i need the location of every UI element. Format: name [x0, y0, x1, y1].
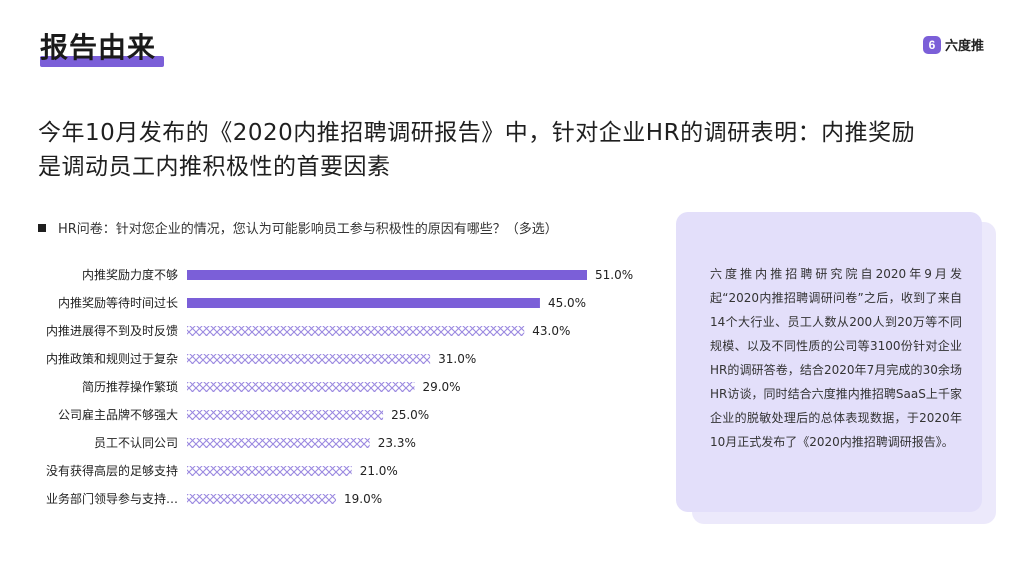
value-label: 51.0%	[595, 268, 633, 282]
title-block: 报告由来	[40, 28, 164, 68]
bar	[187, 494, 337, 504]
value-label: 43.0%	[532, 324, 570, 338]
category-label: 内推奖励力度不够	[82, 267, 178, 282]
value-label: 25.0%	[391, 408, 429, 422]
headline-line-2: 是调动员工内推积极性的首要因素	[38, 154, 391, 180]
category-label: 内推进展得不到及时反馈	[46, 323, 178, 338]
category-label: 内推奖励等待时间过长	[58, 296, 178, 310]
bullet-square-icon	[38, 223, 46, 232]
title-underline	[40, 56, 164, 67]
logo-icon: 6	[922, 35, 941, 54]
value-label: 31.0%	[438, 352, 476, 366]
page-title: 报告由来	[40, 31, 157, 64]
value-label: 21.0%	[360, 464, 398, 478]
bar	[187, 438, 370, 448]
bar	[187, 466, 352, 476]
value-label: 19.0%	[344, 492, 382, 506]
bar	[187, 326, 525, 336]
value-label: 45.0%	[548, 296, 586, 310]
logo-text: 六度推	[944, 39, 984, 54]
category-label: 业务部门领导参与支持…	[46, 491, 178, 506]
survey-question-text: HR问卷：针对您企业的情况，您认为可能影响员工参与积极性的原因有哪些？（多选）	[58, 222, 558, 237]
category-label: 员工不认同公司	[94, 436, 178, 450]
bar-chart: 内推奖励力度不够 51.0% 内推奖励等待时间过长 45.0% 内推进展得不到及时反馈 4…	[46, 267, 633, 506]
value-label: 23.3%	[378, 436, 416, 450]
headline-line-1: 今年10月发布的《2020内推招聘调研报告》中，针对企业HR的调研表明：内推奖励	[38, 120, 916, 146]
info-card-text: 六度推内推招聘研究院自2020年9月发起“2020内推招聘调研问卷”之后，收到了…	[710, 267, 962, 449]
bar	[187, 298, 540, 308]
headline: 今年10月发布的《2020内推招聘调研报告》中，针对企业HR的调研表明：内推奖励…	[38, 116, 998, 184]
category-label: 简历推荐操作繁琐	[82, 379, 178, 394]
value-label: 29.0%	[422, 380, 460, 394]
brand-logo: 6 六度推	[922, 35, 984, 54]
bar	[187, 270, 587, 280]
info-card	[676, 212, 982, 512]
bar	[187, 382, 415, 392]
category-label: 公司雇主品牌不够强大	[58, 407, 178, 422]
bar	[187, 354, 431, 364]
category-label: 内推政策和规则过于复杂	[46, 351, 178, 366]
survey-question: HR问卷：针对您企业的情况，您认为可能影响员工参与积极性的原因有哪些？（多选）	[38, 218, 558, 237]
category-label: 没有获得高层的足够支持	[46, 463, 178, 478]
bar	[187, 410, 384, 420]
